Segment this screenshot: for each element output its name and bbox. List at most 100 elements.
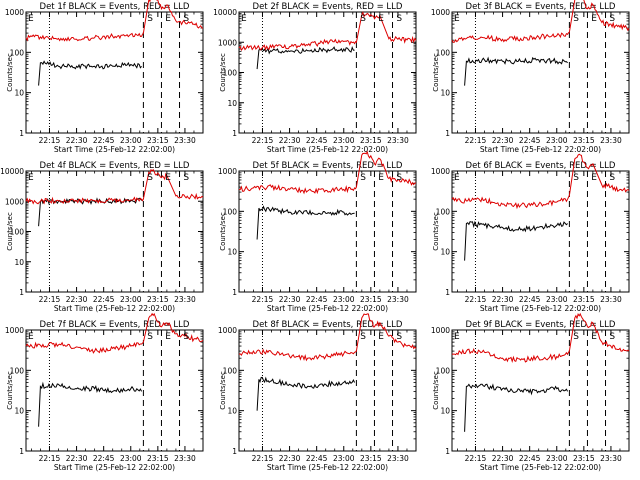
y-tick-label: 1000 xyxy=(431,8,450,17)
events-series-line xyxy=(38,60,142,86)
x-tick-label: 23:30 xyxy=(174,136,196,145)
x-tick-label: 22:15 xyxy=(465,295,487,304)
lld-series-line xyxy=(238,150,416,195)
y-tick-label: 1 xyxy=(19,129,24,138)
y-tick-label: 1 xyxy=(445,447,450,456)
x-tick-label: 22:15 xyxy=(39,454,61,463)
y-tick-label: 1 xyxy=(19,288,24,297)
segment-annotation: S xyxy=(183,332,189,342)
segment-annotation: E xyxy=(28,332,34,342)
y-axis-title: Counts/sec xyxy=(6,212,14,251)
x-tick-label: 23:30 xyxy=(387,295,409,304)
x-tick-label: 23:15 xyxy=(147,454,169,463)
segment-annotation: E xyxy=(165,173,171,183)
y-tick-label: 1000 xyxy=(218,326,237,335)
plot-frame xyxy=(451,170,630,293)
panel-title: Det 8f BLACK = Events, RED = LLD xyxy=(253,320,403,330)
x-tick-label: 22:15 xyxy=(465,454,487,463)
x-tick-label: 23:30 xyxy=(600,295,622,304)
y-tick-label: 100 xyxy=(223,69,238,78)
segment-annotation: S xyxy=(360,14,366,24)
x-tick-label: 22:30 xyxy=(279,136,301,145)
y-tick-label: 10 xyxy=(227,248,237,257)
segment-annotation: S xyxy=(396,173,402,183)
segment-annotation: E xyxy=(378,14,384,24)
panel-title: Det 1f BLACK = Events, RED = LLD xyxy=(40,2,190,12)
detector-panel-2: Det 2f BLACK = Events, RED = LLD 1 10 100 10… xyxy=(213,2,417,154)
segment-annotation: S xyxy=(183,173,189,183)
events-series-line xyxy=(256,205,355,240)
x-tick-label: 22:45 xyxy=(306,454,328,463)
x-tick-label: 23:00 xyxy=(120,295,142,304)
segment-annotation: E xyxy=(591,332,597,342)
x-tick-label: 23:15 xyxy=(360,454,382,463)
plot-frame xyxy=(451,329,630,452)
y-tick-label: 10 xyxy=(14,407,24,416)
events-series-line xyxy=(464,220,568,261)
segment-annotation: E xyxy=(165,332,171,342)
x-tick-label: 22:15 xyxy=(39,136,61,145)
segment-annotation: S xyxy=(573,332,579,342)
x-axis-title: Start Time (25-Feb-12 22:02:00) xyxy=(54,145,175,154)
plot-frame xyxy=(451,11,630,134)
y-tick-label: 100 xyxy=(436,48,451,57)
x-tick-label: 22:45 xyxy=(519,295,541,304)
x-tick-label: 22:15 xyxy=(252,295,274,304)
y-tick-label: 1 xyxy=(232,129,237,138)
detector-panel-6: Det 6f BLACK = Events, RED = LLD 1 10 100 10… xyxy=(431,153,630,313)
x-tick-label: 23:00 xyxy=(546,454,568,463)
segment-annotation: S xyxy=(609,332,615,342)
segment-annotation: E xyxy=(454,173,460,183)
y-axis-title: Counts/sec xyxy=(432,53,440,92)
x-axis-title: Start Time (25-Feb-12 22:02:00) xyxy=(267,304,388,313)
plot-frame xyxy=(238,329,417,452)
x-axis-title: Start Time (25-Feb-12 22:02:00) xyxy=(480,145,601,154)
y-tick-label: 100 xyxy=(436,207,451,216)
x-tick-label: 23:00 xyxy=(546,295,568,304)
lld-series-line xyxy=(25,168,204,205)
x-tick-label: 23:15 xyxy=(147,295,169,304)
lld-series-line xyxy=(238,11,417,51)
segment-annotation: E xyxy=(165,14,171,24)
segment-annotation: S xyxy=(609,173,615,183)
segment-annotation: E xyxy=(378,332,384,342)
x-tick-label: 23:30 xyxy=(387,136,409,145)
x-tick-label: 22:30 xyxy=(279,295,301,304)
plot-frame xyxy=(25,170,204,293)
segment-annotation: E xyxy=(241,14,247,24)
y-tick-label: 10 xyxy=(227,407,237,416)
events-series-line xyxy=(256,376,356,411)
x-tick-label: 22:15 xyxy=(252,454,274,463)
x-tick-label: 23:00 xyxy=(333,454,355,463)
panel-title: Det 9f BLACK = Events, RED = LLD xyxy=(466,320,616,330)
x-axis-title: Start Time (25-Feb-12 22:02:00) xyxy=(267,145,388,154)
x-tick-label: 22:45 xyxy=(519,136,541,145)
panel-title: Det 3f BLACK = Events, RED = LLD xyxy=(466,2,616,12)
detector-panel-8: Det 8f BLACK = Events, RED = LLD 1 10 100 10… xyxy=(218,313,417,472)
events-series-line xyxy=(256,46,355,70)
x-tick-label: 23:30 xyxy=(600,454,622,463)
y-axis-title: Counts/sec xyxy=(432,371,440,410)
x-tick-label: 22:30 xyxy=(279,454,301,463)
lld-series-line xyxy=(238,313,417,362)
x-tick-label: 22:45 xyxy=(93,295,115,304)
y-tick-label: 1000 xyxy=(431,167,450,176)
y-tick-label: 1000 xyxy=(218,38,237,47)
panel-title: Det 6f BLACK = Events, RED = LLD xyxy=(466,161,616,171)
segment-annotation: S xyxy=(573,14,579,24)
detector-panel-1: Det 1f BLACK = Events, RED = LLD 1 10 100 10… xyxy=(5,0,204,154)
y-tick-label: 1000 xyxy=(5,197,24,206)
y-tick-label: 10 xyxy=(14,258,24,267)
x-tick-label: 22:30 xyxy=(66,454,88,463)
x-tick-label: 23:15 xyxy=(573,454,595,463)
x-tick-label: 22:30 xyxy=(66,295,88,304)
detector-panel-9: Det 9f BLACK = Events, RED = LLD 1 10 100 10… xyxy=(431,312,630,472)
x-tick-label: 22:15 xyxy=(39,295,61,304)
segment-annotation: S xyxy=(396,332,402,342)
x-axis-title: Start Time (25-Feb-12 22:02:00) xyxy=(54,304,175,313)
x-tick-label: 23:00 xyxy=(120,454,142,463)
y-tick-label: 100 xyxy=(223,207,238,216)
x-tick-label: 23:15 xyxy=(147,136,169,145)
detector-panel-5: Det 5f BLACK = Events, RED = LLD 1 10 100 10… xyxy=(218,150,417,313)
x-tick-label: 22:45 xyxy=(306,136,328,145)
